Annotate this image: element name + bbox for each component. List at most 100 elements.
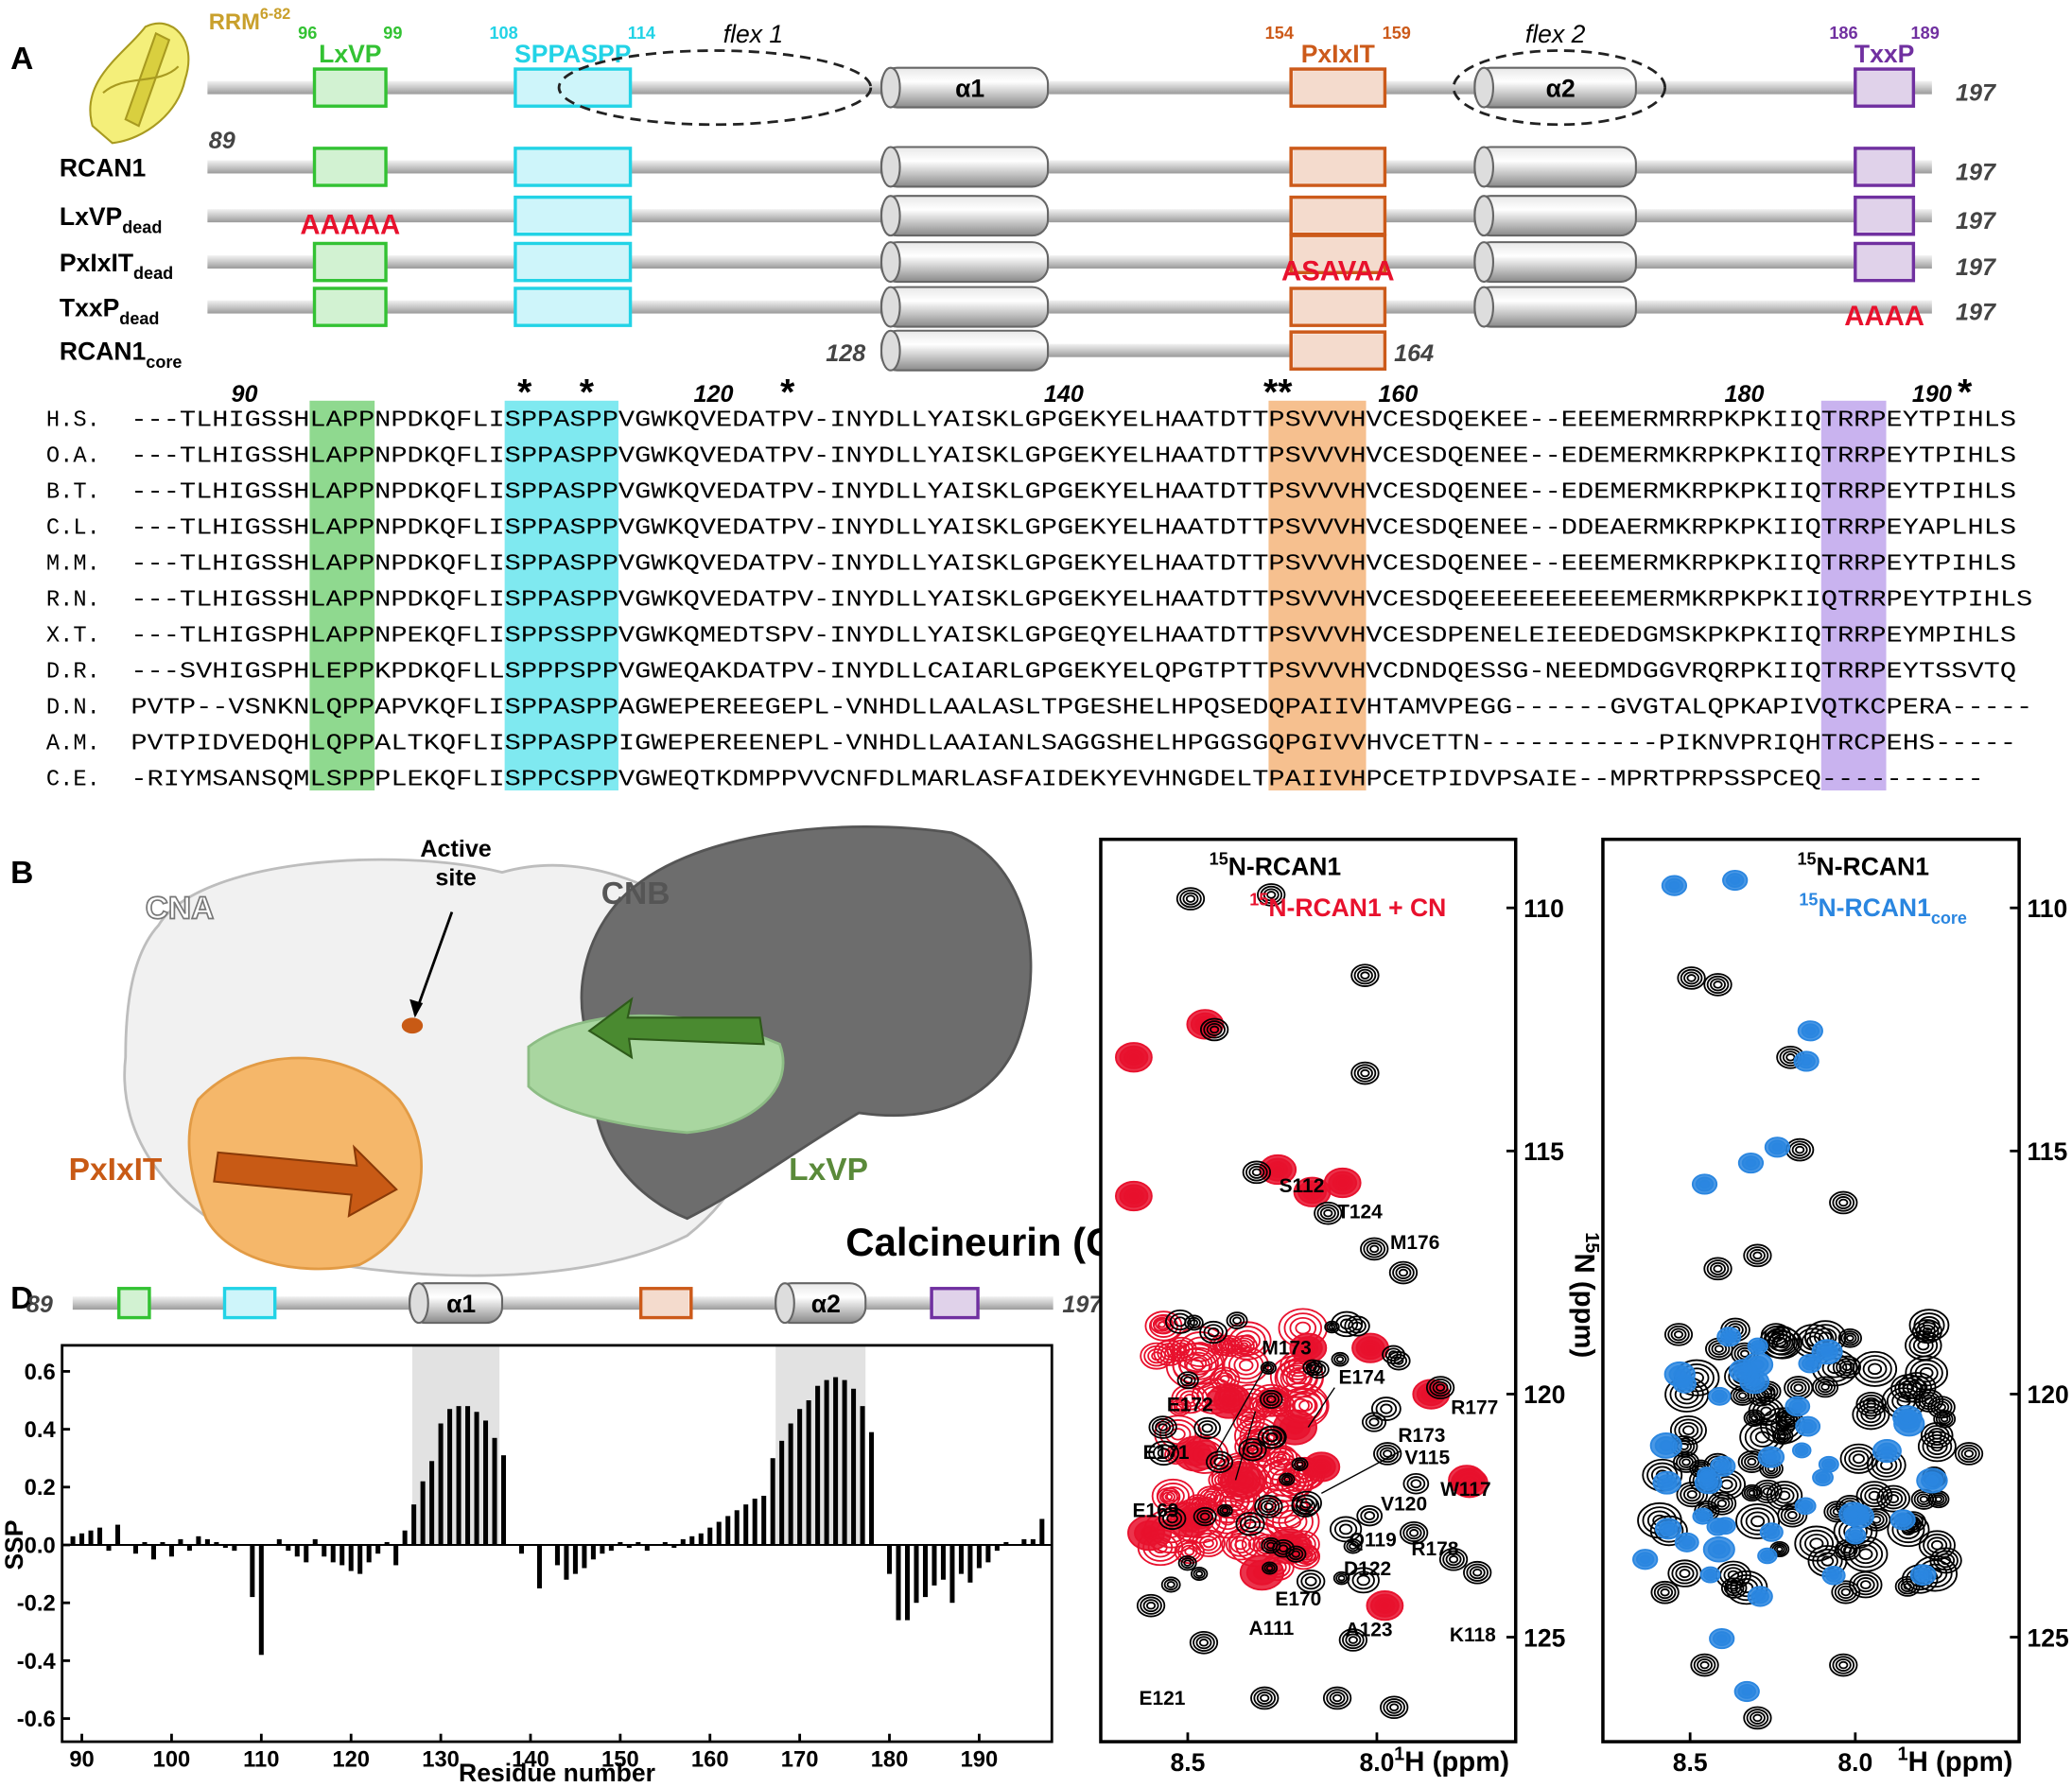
motif-box <box>1289 147 1387 187</box>
ssp-bar <box>518 1545 525 1554</box>
motif-shade <box>1293 150 1384 183</box>
flex-label: flex 1 <box>723 20 783 48</box>
y-tick-label: 125 <box>2027 1623 2069 1652</box>
peak-contour <box>1438 1547 1469 1571</box>
peak-contour <box>1291 1371 1308 1385</box>
peak-contour <box>1752 1251 1763 1260</box>
peak-contour <box>1442 1550 1465 1569</box>
peak-contour <box>1831 1580 1861 1605</box>
peak-contour <box>1161 1491 1175 1503</box>
peak-contour <box>1184 1314 1204 1331</box>
peak-contour <box>1385 1700 1402 1714</box>
peak-contour <box>1199 1017 1229 1042</box>
ssp-bar <box>132 1545 138 1554</box>
label-text: N-RCAN1 <box>1818 894 1931 922</box>
peak-contour <box>1710 978 1726 992</box>
ssp-bar <box>1021 1538 1027 1546</box>
peak-contour <box>1257 883 1286 907</box>
peak-contour <box>1184 1336 1217 1362</box>
peak-contour <box>1771 1142 1784 1153</box>
peak-contour <box>1213 1457 1226 1467</box>
peak-contour <box>1639 1554 1651 1565</box>
peak-contour <box>1845 1334 1854 1342</box>
motif-shade <box>1293 334 1384 368</box>
peak-contour <box>1259 1389 1283 1409</box>
peak-contour <box>1803 1534 1829 1554</box>
label-text: PxIxIT <box>60 249 133 277</box>
peak-contour <box>1884 1490 1904 1507</box>
peak-label: D122 <box>1344 1558 1391 1580</box>
peak-contour <box>1890 1374 1926 1403</box>
peak-contour <box>1180 1557 1194 1570</box>
motif-box <box>1289 67 1387 108</box>
peak-contour <box>1802 1421 1814 1431</box>
peak-contour <box>1157 1321 1170 1331</box>
flex-region <box>557 49 873 127</box>
y-axis-title: 15N (ppm) <box>1569 1232 1602 1358</box>
peak-contour <box>1353 1064 1377 1083</box>
ssp-bar <box>582 1545 587 1569</box>
peak-contour <box>1469 1566 1486 1580</box>
peak-contour <box>1799 1529 1835 1558</box>
helix <box>1473 241 1637 284</box>
sequence-bar <box>207 80 1932 95</box>
peak-contour <box>1735 1502 1781 1540</box>
peak-contour <box>1324 1320 1340 1334</box>
peak-contour <box>1853 1573 1879 1596</box>
peak-contour <box>1219 1505 1231 1516</box>
ssp-bar <box>456 1406 461 1546</box>
peak-contour <box>1794 1525 1839 1562</box>
peak-contour <box>1309 1362 1327 1377</box>
x-tick-label: 120 <box>332 1747 370 1773</box>
peak-contour <box>1841 1362 1853 1372</box>
peak-contour <box>1206 1450 1234 1474</box>
helix-end <box>1473 146 1495 188</box>
ssp-bar <box>168 1545 174 1557</box>
motif-shade <box>517 245 629 279</box>
peak-label: E172 <box>1167 1395 1213 1416</box>
peak-contour <box>1855 1402 1886 1427</box>
peak-contour <box>1185 894 1196 903</box>
peak-contour <box>1838 1198 1849 1207</box>
peak-contour <box>1405 1526 1422 1540</box>
peak-contour <box>1257 1497 1280 1516</box>
peak-contour <box>1266 1541 1276 1550</box>
ssp-bar <box>752 1499 757 1546</box>
motif-shade <box>226 1290 273 1316</box>
x-tick-label: 140 <box>512 1747 549 1773</box>
peak-contour <box>1752 1713 1763 1723</box>
sequence: ---TLHIGSSHLAPPNPDKQFLISPPASPPVGWKQVEDAT… <box>131 551 2016 577</box>
sequence: PVTP--VSNKNLQPPAPVKQFLISPPASPPAGWEPEREEG… <box>131 695 2032 720</box>
peak-contour <box>1350 1061 1380 1085</box>
peak-contour <box>1235 1512 1265 1536</box>
peak-contour <box>1744 1455 1760 1468</box>
peak-contour <box>1762 1487 1773 1496</box>
peak-contour <box>1335 1572 1349 1584</box>
peak-contour <box>1157 1448 1171 1459</box>
peak-contour <box>1930 1539 1943 1551</box>
peak-contour <box>1740 1349 1750 1358</box>
peak-contour <box>1791 1143 1808 1157</box>
peak-contour <box>1152 1444 1175 1463</box>
motif-shade <box>316 150 384 183</box>
peak-contour <box>1163 1578 1178 1591</box>
peak-contour <box>1276 1453 1287 1463</box>
peak-contour <box>1801 1056 1812 1067</box>
peak-contour <box>1935 1412 1954 1427</box>
peak-contour <box>1296 1461 1304 1467</box>
peak-contour <box>1153 1340 1186 1366</box>
ssp-bar <box>608 1545 614 1552</box>
peak-contour <box>1261 1536 1281 1554</box>
peak-contour <box>1249 1430 1265 1443</box>
label-text: N-RCAN1 <box>1228 852 1342 880</box>
peak-contour <box>1195 1636 1212 1650</box>
peak-contour <box>1425 1376 1455 1399</box>
peak-contour <box>1843 1332 1857 1345</box>
peak-contour <box>1201 1423 1213 1433</box>
peak-contour <box>1746 1709 1769 1727</box>
motif-box <box>1854 195 1916 236</box>
label-leader <box>1234 1411 1257 1481</box>
peak-contour <box>1198 1535 1218 1552</box>
ssp-bar <box>618 1541 623 1546</box>
ssp-bar <box>204 1538 210 1546</box>
